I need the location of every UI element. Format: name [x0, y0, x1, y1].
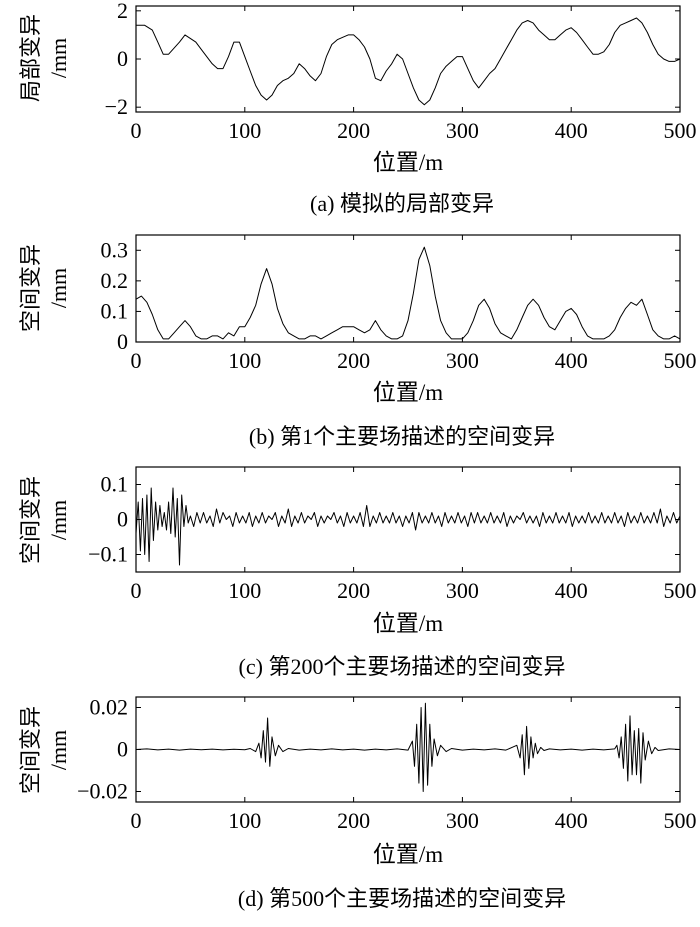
x-tick-label: 0 — [131, 578, 142, 603]
chart-caption: (d) 第500个主要场描述的空间变异 — [238, 886, 566, 911]
x-tick-label: 0 — [131, 808, 142, 833]
y-axis-label: 局部变异/mm — [18, 14, 71, 102]
x-tick-label: 400 — [555, 348, 588, 373]
chart-caption: (a) 模拟的局部变异 — [310, 191, 494, 216]
x-tick-label: 300 — [446, 808, 479, 833]
y-tick-label: 0 — [117, 329, 128, 354]
y-axis-label-line: /mm — [46, 38, 71, 78]
x-axis-label: 位置/m — [373, 611, 443, 636]
x-tick-label: 100 — [228, 578, 261, 603]
x-tick-label: 500 — [664, 578, 697, 603]
y-tick-label: 0.02 — [90, 695, 129, 720]
y-tick-label: 0 — [117, 507, 128, 532]
x-tick-label: 300 — [446, 578, 479, 603]
x-tick-label: 500 — [664, 118, 697, 143]
y-axis-label: 空间变异/mm — [18, 476, 71, 564]
x-tick-label: 0 — [131, 348, 142, 373]
series-line-1 — [135, 246, 681, 340]
x-tick-label: 0 — [131, 118, 142, 143]
y-tick-label: 0.3 — [101, 237, 129, 262]
x-tick-label: 400 — [555, 578, 588, 603]
y-axis-label-line: /mm — [46, 500, 71, 540]
y-axis-label: 空间变异/mm — [18, 706, 71, 794]
y-tick-label: −0.1 — [88, 542, 128, 567]
y-tick-label: 0.1 — [101, 298, 129, 323]
x-tick-label: 200 — [337, 348, 370, 373]
x-tick-label: 100 — [228, 348, 261, 373]
y-axis-label: 空间变异/mm — [18, 244, 71, 332]
y-axis-label-line: /mm — [46, 730, 71, 770]
x-axis-label: 位置/m — [373, 842, 443, 867]
chart-caption: (c) 第200个主要场描述的空间变异 — [239, 654, 566, 679]
y-axis-label-line: 空间变异 — [18, 244, 43, 332]
y-tick-label: −2 — [105, 94, 128, 119]
series-line-0 — [136, 17, 681, 106]
plot-frame-1 — [135, 234, 681, 343]
x-tick-label: 300 — [446, 118, 479, 143]
y-axis-label-line: 空间变异 — [18, 706, 43, 794]
y-axis-label-line: 空间变异 — [18, 476, 43, 564]
x-tick-label: 500 — [664, 348, 697, 373]
x-tick-label: 100 — [228, 808, 261, 833]
x-tick-label: 200 — [337, 578, 370, 603]
x-tick-label: 200 — [337, 118, 370, 143]
x-tick-label: 400 — [555, 808, 588, 833]
series-line-2 — [135, 487, 681, 566]
x-axis-label: 位置/m — [373, 380, 443, 405]
y-tick-label: 0.2 — [101, 268, 129, 293]
y-tick-label: −0.02 — [77, 779, 128, 804]
y-tick-label: 2 — [117, 0, 128, 23]
y-axis-label-line: 局部变异 — [18, 14, 43, 102]
x-tick-label: 300 — [446, 348, 479, 373]
x-tick-label: 400 — [555, 118, 588, 143]
chart-caption: (b) 第1个主要场描述的空间变异 — [249, 424, 555, 449]
plot-frame-0 — [135, 5, 681, 113]
x-axis-label: 位置/m — [373, 150, 443, 175]
x-tick-label: 500 — [664, 808, 697, 833]
series-line-3 — [135, 702, 681, 792]
y-tick-label: 0 — [117, 46, 128, 71]
x-tick-label: 200 — [337, 808, 370, 833]
x-tick-label: 100 — [228, 118, 261, 143]
y-tick-label: 0 — [117, 737, 128, 762]
y-tick-label: 0.1 — [101, 472, 129, 497]
y-axis-label-line: /mm — [46, 268, 71, 308]
